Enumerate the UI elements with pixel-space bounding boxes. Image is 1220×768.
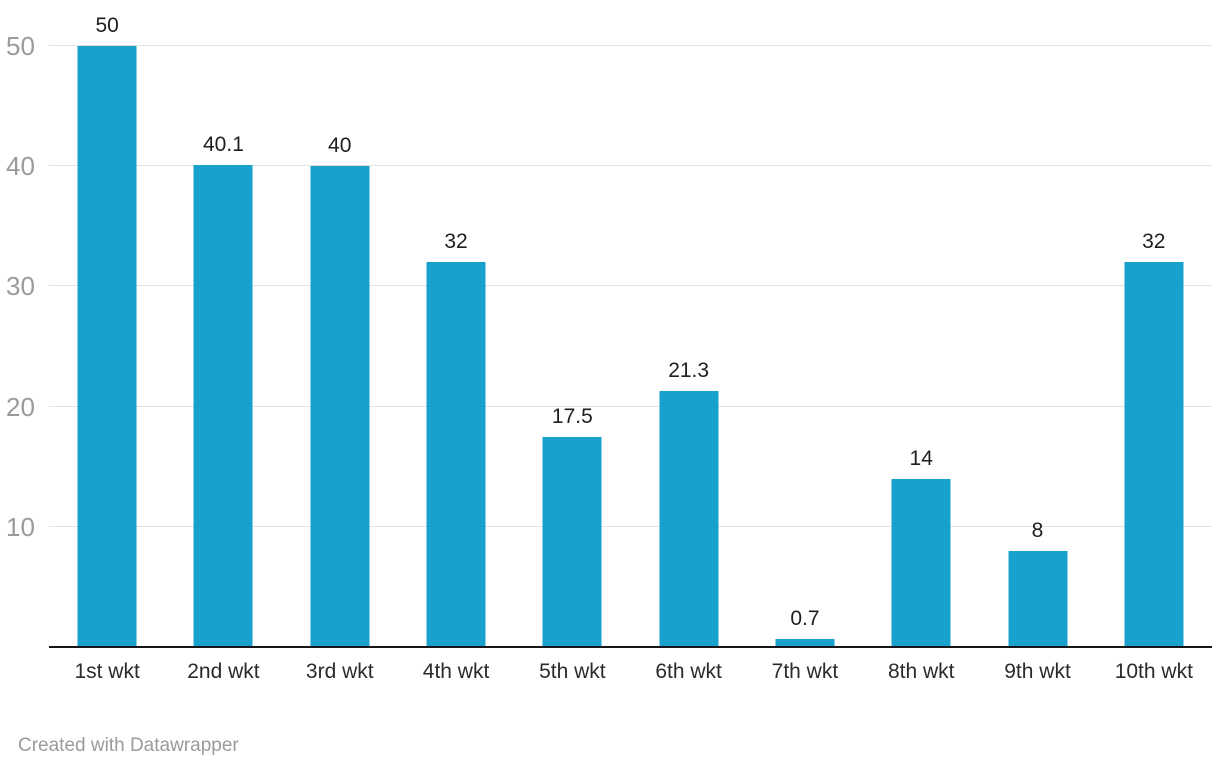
y-axis-tick-label: 50 [6,31,35,61]
gridline-y-10 [49,525,1212,527]
x-axis-category-label: 8th wkt [887,660,955,683]
bar-value-label: 32 [444,230,468,254]
bar-value-label: 21.3 [668,358,710,382]
bar-value-label: 14 [909,446,933,470]
bar-slot: 21.3 6th wkt [630,0,746,682]
bar-value-label: 8 [1031,518,1044,542]
gridline-y-40 [49,165,1212,167]
bar-7th-wkt [775,638,835,647]
bar-1st-wkt [77,46,137,647]
plot-area: 50 1st wkt 40.1 2nd wkt 40 3rd wkt 32 4th wkt 17… [49,0,1212,682]
bar-9th-wkt [1008,550,1068,647]
x-axis-category-label: 10th wkt [1114,660,1193,683]
bar-4th-wkt [426,262,486,647]
x-axis-baseline [49,646,1212,648]
bar-5th-wkt [542,436,602,647]
bar-slot: 32 10th wkt [1096,0,1212,682]
bar-slot: 8 9th wkt [979,0,1095,682]
x-axis-category-label: 2nd wkt [187,660,260,683]
gridline-y-30 [49,285,1212,287]
y-axis-tick-label: 20 [6,391,35,422]
y-axis-tick-label: 40 [6,151,35,182]
bar-10th-wkt [1124,262,1184,647]
x-axis-category-label: 4th wkt [422,660,490,683]
gridline-y-20 [49,405,1212,407]
bar-slot: 0.7 7th wkt [747,0,863,682]
bar-value-label: 32 [1142,230,1166,254]
bar-value-label: 17.5 [551,404,593,428]
bar-value-label: 0.7 [790,606,820,630]
bar-slot: 50 1st wkt [49,0,165,682]
x-axis-category-label: 9th wkt [1004,660,1071,683]
bar-8th-wkt [891,478,951,647]
x-axis-category-label: 5th wkt [539,660,606,683]
bar-3rd-wkt [310,166,370,647]
bar-value-label: 40.1 [203,133,244,156]
bar-value-label: 50 [95,14,119,37]
y-axis-tick-label: 10 [6,511,35,542]
bar-6th-wkt [659,390,719,647]
gridline-y-50 [49,45,1212,46]
x-axis-category-label: 3rd wkt [305,660,374,683]
bar-2nd-wkt [193,165,253,647]
bar-slot: 40 3rd wkt [282,0,398,682]
bar-slot: 17.5 5th wkt [514,0,630,682]
y-axis-tick-label: 30 [6,271,35,302]
bar-slot: 40.1 2nd wkt [165,0,281,682]
bar-slot: 32 4th wkt [398,0,514,682]
x-axis-category-label: 6th wkt [655,660,722,683]
bars-container: 50 1st wkt 40.1 2nd wkt 40 3rd wkt 32 4th wkt 17… [49,0,1212,682]
datawrapper-credit: Created with Datawrapper [18,735,239,756]
x-axis-category-label: 7th wkt [771,660,839,683]
x-axis-category-label: 1st wkt [74,660,140,683]
bar-slot: 14 8th wkt [863,0,979,682]
bar-value-label: 40 [328,134,352,158]
